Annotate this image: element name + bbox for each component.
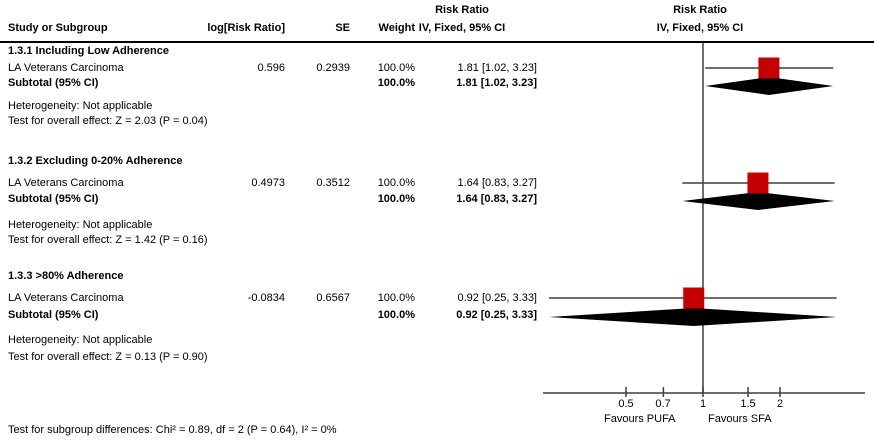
subtotal-label: Subtotal (95% CI) [8,309,99,321]
study-name: LA Veterans Carcinoma [8,177,124,189]
plot-header-effect-ci: IV, Fixed, 95% CI [656,22,744,34]
study-weight: 100.0% [377,177,415,189]
study-weight: 100.0% [377,62,415,74]
subtotal-label: Subtotal (95% CI) [8,77,99,89]
subtotal-weight: 100.0% [377,77,415,89]
subtotal-weight: 100.0% [377,193,415,205]
subtotal-diamond [705,77,834,95]
plot-column-title: Risk Ratio [673,4,727,16]
column-header-effect-ci: IV, Fixed, 95% CI [418,22,506,34]
study-weight-marker [747,172,769,194]
study-log-rr: -0.0834 [247,292,285,304]
study-log-rr: 0.596 [257,62,285,74]
study-name: LA Veterans Carcinoma [8,62,124,74]
study-weight-marker [758,57,780,79]
study-se: 0.3512 [316,177,350,189]
study-effect: 1.81 [1.02, 3.23] [457,62,537,74]
study-name: LA Veterans Carcinoma [8,292,124,304]
study-se: 0.2939 [316,62,350,74]
study-weight: 100.0% [377,292,415,304]
favours-left-label: Favours PUFA [604,413,676,425]
favours-right-label: Favours SFA [708,413,772,425]
study-effect: 0.92 [0.25, 3.33] [457,292,537,304]
subtotal-effect: 1.64 [0.83, 3.27] [456,193,537,205]
subtotal-effect: 0.92 [0.25, 3.33] [456,309,537,321]
study-se: 0.6567 [316,292,350,304]
axis-tick-label: 1 [699,398,707,410]
column-header-log-rr: log[Risk Ratio] [207,22,285,34]
study-effect: 1.64 [0.83, 3.27] [457,177,537,189]
subtotal-label: Subtotal (95% CI) [8,193,99,205]
axis-tick-label: 2 [776,398,784,410]
axis-tick-label: 0.7 [655,398,671,410]
effect-column-title: Risk Ratio [435,4,489,16]
study-weight-marker [683,287,705,309]
subtotal-weight: 100.0% [377,309,415,321]
subtotal-diamond [548,308,837,326]
axis-tick-label: 1.5 [740,398,756,410]
column-header-weight: Weight [378,22,415,34]
axis-tick-label: 0.5 [618,398,634,410]
subtotal-diamond [682,192,835,210]
column-header-se: SE [335,22,350,34]
column-header-study: Study or Subgroup [8,22,108,34]
subtotal-effect: 1.81 [1.02, 3.23] [456,77,537,89]
header-separator-line [0,41,874,43]
study-log-rr: 0.4973 [251,177,285,189]
